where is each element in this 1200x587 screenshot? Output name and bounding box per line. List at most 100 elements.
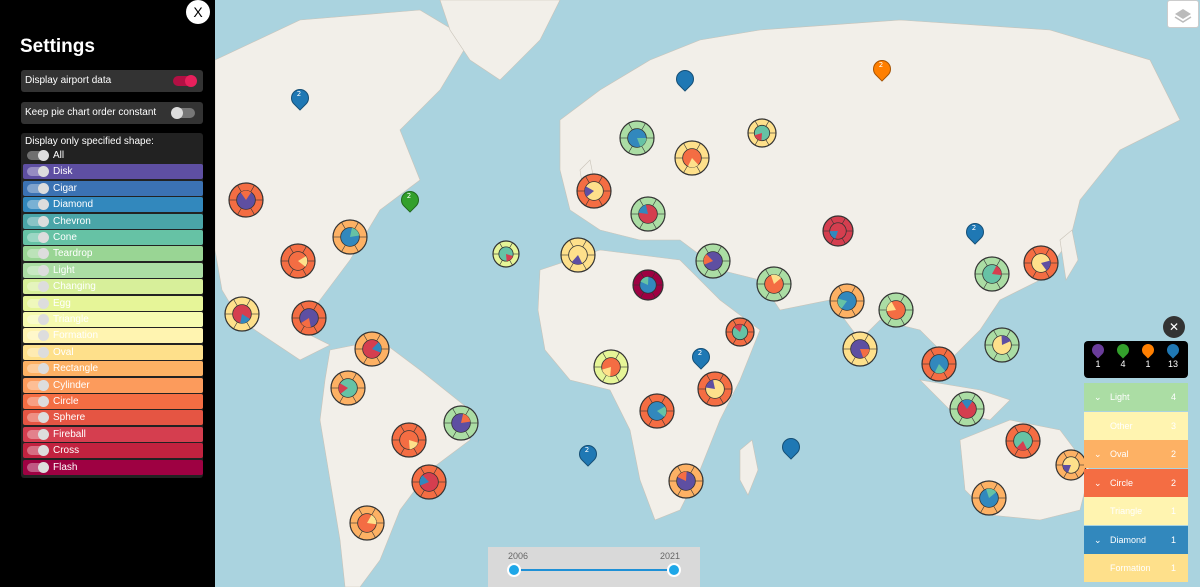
pie-marker[interactable] [443, 405, 479, 441]
pie-marker[interactable] [291, 300, 327, 336]
shape-filter-flash[interactable]: Flash [23, 459, 203, 475]
shape-filter-teardrop[interactable]: Teardrop [23, 246, 203, 262]
close-settings-button[interactable]: X [186, 0, 210, 24]
chevron-down-icon[interactable]: ⌄ [1094, 449, 1102, 459]
shape-toggle[interactable] [27, 215, 49, 227]
shape-filter-disk[interactable]: Disk [23, 164, 203, 180]
shape-filter-circle[interactable]: Circle [23, 394, 203, 409]
shape-filter-light[interactable]: Light [23, 262, 203, 278]
time-slider[interactable]: 2006 2021 [488, 547, 700, 587]
shape-toggle[interactable] [27, 182, 49, 194]
pie-marker[interactable] [822, 215, 854, 247]
shape-toggle[interactable] [27, 297, 49, 309]
pie-marker[interactable] [632, 269, 664, 301]
pie-marker[interactable] [725, 317, 755, 347]
slider-start-handle[interactable] [507, 563, 521, 577]
pie-marker[interactable] [829, 283, 865, 319]
pie-marker[interactable] [697, 371, 733, 407]
shape-toggle[interactable] [27, 379, 49, 391]
legend-row-formation[interactable]: Formation 1 [1084, 554, 1188, 582]
shape-filter-all[interactable]: All [23, 148, 203, 163]
location-pin-icon[interactable] [778, 434, 804, 460]
legend-row-triangle[interactable]: Triangle 1 [1084, 497, 1188, 525]
pie-marker[interactable] [878, 292, 914, 328]
shape-filter-cone[interactable]: Cone [23, 230, 203, 245]
shape-toggle[interactable] [27, 248, 49, 260]
keep-order-toggle[interactable] [171, 107, 195, 119]
shape-filter-cigar[interactable]: Cigar [23, 180, 203, 196]
pie-marker[interactable] [332, 219, 368, 255]
slider-end-handle[interactable] [667, 563, 681, 577]
shape-toggle[interactable] [27, 461, 49, 473]
pie-marker[interactable] [984, 327, 1020, 363]
pie-marker[interactable] [349, 505, 385, 541]
shape-toggle[interactable] [27, 396, 49, 407]
shape-filter-triangle[interactable]: Triangle [23, 312, 203, 327]
shape-toggle[interactable] [27, 314, 49, 325]
display-airport-toggle[interactable] [173, 75, 197, 87]
pie-marker[interactable] [280, 243, 316, 279]
layers-control-button[interactable] [1167, 0, 1199, 28]
shape-toggle[interactable] [27, 330, 49, 342]
pie-marker[interactable] [756, 266, 792, 302]
shape-toggle[interactable] [27, 150, 49, 161]
shape-toggle[interactable] [27, 166, 49, 178]
pie-marker[interactable] [630, 196, 666, 232]
shape-toggle[interactable] [27, 445, 49, 457]
pie-marker[interactable] [619, 120, 655, 156]
location-pin-icon[interactable]: 2 [397, 187, 423, 213]
pie-marker[interactable] [747, 118, 777, 148]
shape-filter-sphere[interactable]: Sphere [23, 410, 203, 426]
pie-marker[interactable] [391, 422, 427, 458]
location-pin-icon[interactable]: 2 [962, 219, 988, 245]
shape-toggle[interactable] [27, 412, 49, 424]
pie-marker[interactable] [974, 256, 1010, 292]
location-pin-icon[interactable]: 2 [869, 56, 895, 82]
location-pin-icon[interactable]: 2 [575, 441, 601, 467]
shape-filter-cylinder[interactable]: Cylinder [23, 377, 203, 393]
shape-filter-chevron[interactable]: Chevron [23, 213, 203, 229]
pie-marker[interactable] [695, 243, 731, 279]
legend-row-other[interactable]: Other 3 [1084, 411, 1188, 440]
pie-marker[interactable] [1005, 423, 1041, 459]
legend-row-diamond[interactable]: ⌄ Diamond 1 [1084, 525, 1188, 554]
shape-toggle[interactable] [27, 346, 49, 358]
pie-marker[interactable] [1023, 245, 1059, 281]
pie-marker[interactable] [949, 391, 985, 427]
pie-marker[interactable] [674, 140, 710, 176]
pie-marker[interactable] [576, 173, 612, 209]
chevron-down-icon[interactable]: ⌄ [1094, 534, 1102, 545]
pie-marker[interactable] [560, 237, 596, 273]
shape-toggle[interactable] [27, 199, 49, 211]
shape-toggle[interactable] [27, 281, 49, 293]
shape-filter-fireball[interactable]: Fireball [23, 426, 203, 442]
location-pin-icon[interactable]: 2 [287, 85, 313, 111]
shape-filter-cross[interactable]: Cross [23, 443, 203, 459]
shape-toggle[interactable] [27, 363, 49, 375]
legend-row-circle[interactable]: ⌄ Circle 2 [1084, 468, 1188, 497]
legend-row-light[interactable]: ⌄ Light 4 [1084, 383, 1188, 411]
legend-row-oval[interactable]: ⌄ Oval 2 [1084, 440, 1188, 468]
pie-markers[interactable] [224, 118, 1087, 541]
pie-marker[interactable] [639, 393, 675, 429]
location-pin-icon[interactable]: 2 [688, 344, 714, 370]
pie-marker[interactable] [971, 480, 1007, 516]
shape-filter-rectangle[interactable]: Rectangle [23, 361, 203, 377]
pie-marker[interactable] [593, 349, 629, 385]
shape-toggle[interactable] [27, 232, 49, 243]
pie-marker[interactable] [492, 240, 520, 268]
shape-filter-changing[interactable]: Changing [23, 279, 203, 295]
pie-marker[interactable] [330, 370, 366, 406]
shape-filter-formation[interactable]: Formation [23, 328, 203, 344]
shape-filter-egg[interactable]: Egg [23, 295, 203, 311]
pie-marker[interactable] [228, 182, 264, 218]
close-legend-button[interactable]: ✕ [1163, 316, 1185, 338]
slider-track[interactable] [514, 569, 674, 571]
pie-marker[interactable] [1055, 449, 1087, 481]
chevron-down-icon[interactable]: ⌄ [1094, 477, 1102, 488]
shape-filter-diamond[interactable]: Diamond [23, 197, 203, 213]
shape-toggle[interactable] [27, 428, 49, 440]
pie-marker[interactable] [411, 464, 447, 500]
location-pin-icon[interactable] [672, 66, 698, 92]
pie-marker[interactable] [354, 331, 390, 367]
